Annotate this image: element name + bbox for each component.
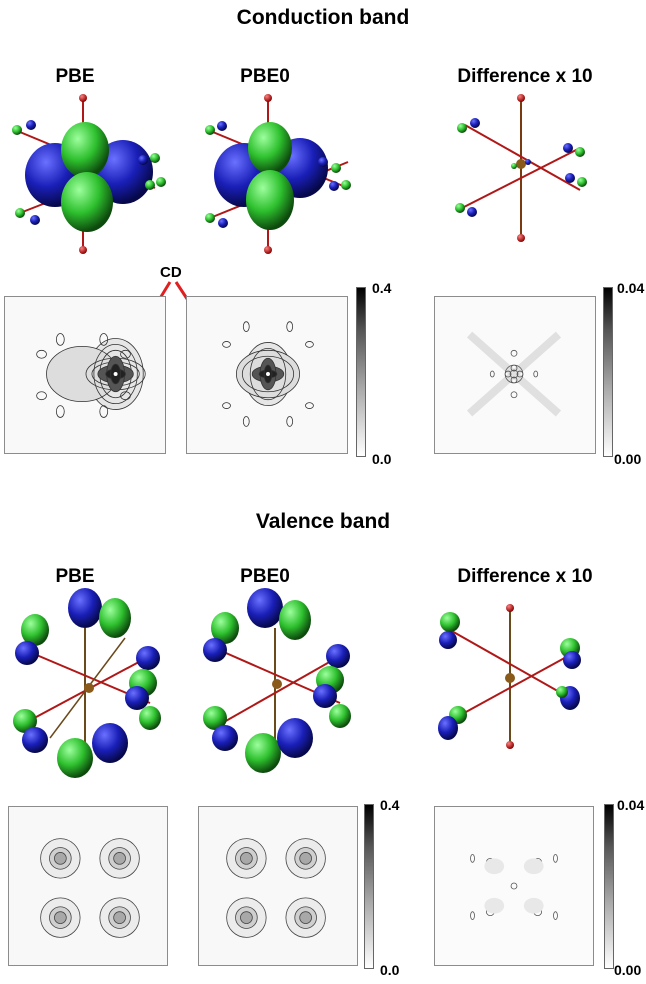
valence-colorbar-left-min: 0.0 [380, 962, 400, 978]
valence-difference-orbital [438, 604, 581, 749]
valence-label-pbe: PBE [55, 566, 95, 587]
valence-label-difference: Difference x 10 [457, 566, 593, 587]
valence-colorbar-left-max: 0.4 [380, 797, 400, 813]
conduction-pbe-contour-map [4, 296, 166, 454]
valence-pbe-contour-map [8, 806, 168, 966]
conduction-colorbar-left [356, 287, 366, 457]
valence-colorbar-right-max: 0.04 [617, 797, 645, 813]
cd-annotation: CD [160, 264, 182, 281]
valence-colorbar-left [364, 804, 374, 969]
conduction-label-pbe0: PBE0 [240, 66, 290, 87]
valence-colorbar-right [604, 804, 614, 969]
conduction-title: Conduction band [236, 6, 410, 29]
conduction-label-pbe: PBE [55, 66, 95, 87]
conduction-pbe-orbital [12, 94, 166, 254]
valence-colorbar-right-min: 0.00 [614, 962, 642, 978]
conduction-colorbar-left-min: 0.0 [372, 451, 392, 467]
conduction-pbe0-orbital [205, 94, 351, 254]
conduction-difference-contour-map [434, 296, 596, 454]
conduction-label-difference: Difference x 10 [457, 66, 593, 87]
conduction-colorbar-left-max: 0.4 [372, 280, 392, 296]
valence-pbe-orbital [13, 588, 161, 778]
valence-pbe0-orbital [203, 588, 351, 773]
conduction-colorbar-right [603, 287, 613, 457]
conduction-difference-orbital [455, 94, 587, 242]
conduction-colorbar-right-min: 0.00 [614, 451, 642, 467]
valence-pbe0-contour-map [198, 806, 358, 966]
valence-label-pbe0: PBE0 [240, 566, 290, 587]
conduction-pbe0-contour-map [186, 296, 348, 454]
conduction-colorbar-right-max: 0.04 [617, 280, 645, 296]
valence-difference-contour-map [434, 806, 594, 966]
valence-title: Valence band [255, 510, 391, 533]
